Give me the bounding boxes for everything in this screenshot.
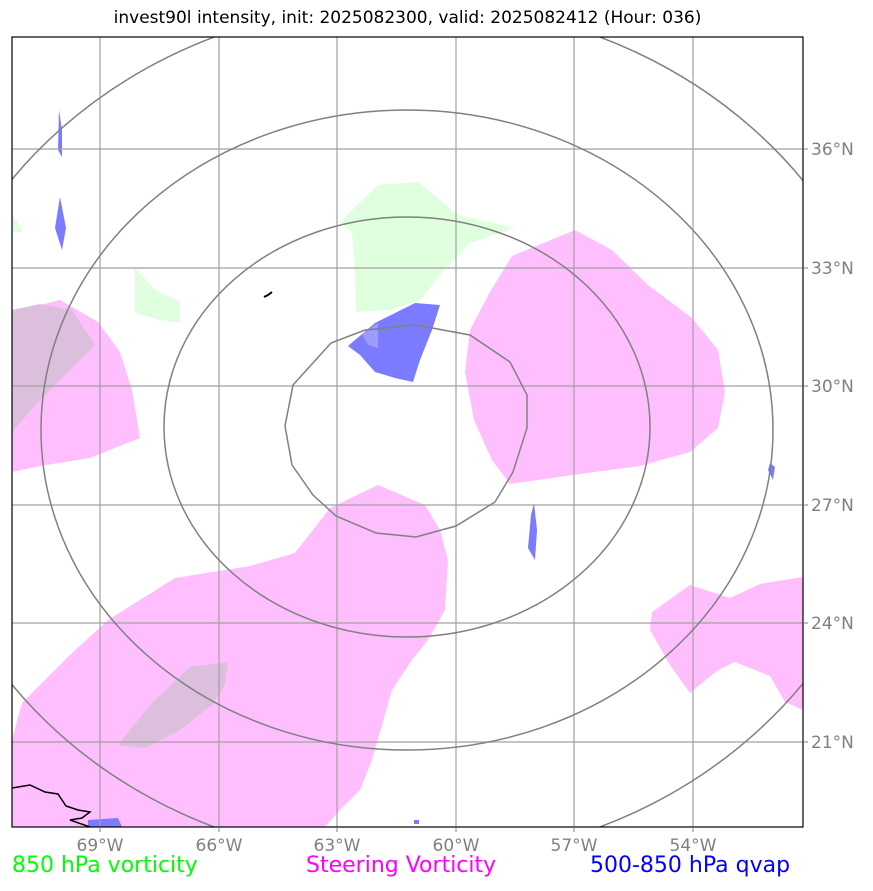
qvap-area-strip-2 [55, 197, 66, 250]
lon-tick-label: 57°W [551, 836, 598, 856]
lat-tick-label: 24°N [811, 614, 854, 634]
qvap-area-strip-1 [58, 110, 62, 157]
lat-tick-label: 30°N [811, 377, 854, 397]
steering-vorticity-area-south [12, 485, 448, 827]
lat-tick-label: 36°N [811, 140, 854, 160]
map-panel [12, 37, 803, 827]
lon-tick-label: 54°W [670, 836, 717, 856]
range-ring-2 [163, 216, 651, 638]
legend-steering-vorticity: Steering Vorticity [306, 853, 497, 878]
qvap-area-tiny [414, 820, 419, 824]
lon-tick-label: 63°W [314, 836, 361, 856]
lat-tick-label: 21°N [811, 733, 854, 753]
qvap-area-bottom-left [88, 818, 122, 827]
overlap-area-south [118, 662, 228, 748]
steering-vorticity-area-northeast [465, 230, 725, 484]
lat-tick-label: 27°N [811, 496, 854, 516]
lon-tick-label: 60°W [433, 836, 480, 856]
lon-tick-label: 66°W [196, 836, 243, 856]
vorticity-850-area-west [135, 268, 180, 323]
range-ring-3 [40, 109, 774, 751]
map-frame [11, 36, 804, 828]
graticule [12, 37, 803, 827]
vorticity-850-area-central [340, 182, 515, 312]
overlap-area-west [12, 304, 95, 432]
lat-tick-label: 33°N [811, 259, 854, 279]
range-ring-1 [284, 324, 528, 538]
steering-vorticity-area-east [650, 577, 803, 710]
range-rings [12, 37, 803, 827]
coastline-island [263, 291, 273, 298]
qvap-area-center [348, 303, 440, 382]
vorticity-850-area-edge [12, 215, 22, 232]
map-title: invest90l intensity, init: 2025082300, v… [113, 8, 702, 28]
tick-marks [99, 148, 808, 832]
legend-850-vorticity: 850 hPa vorticity [12, 853, 198, 878]
qvap-area-dot-east [768, 463, 775, 480]
lon-tick-label: 69°W [77, 836, 124, 856]
legend-qvap: 500-850 hPa qvap [590, 853, 791, 878]
coastline-bottom-left [12, 784, 92, 827]
qvap-area-strip-3 [528, 503, 537, 560]
